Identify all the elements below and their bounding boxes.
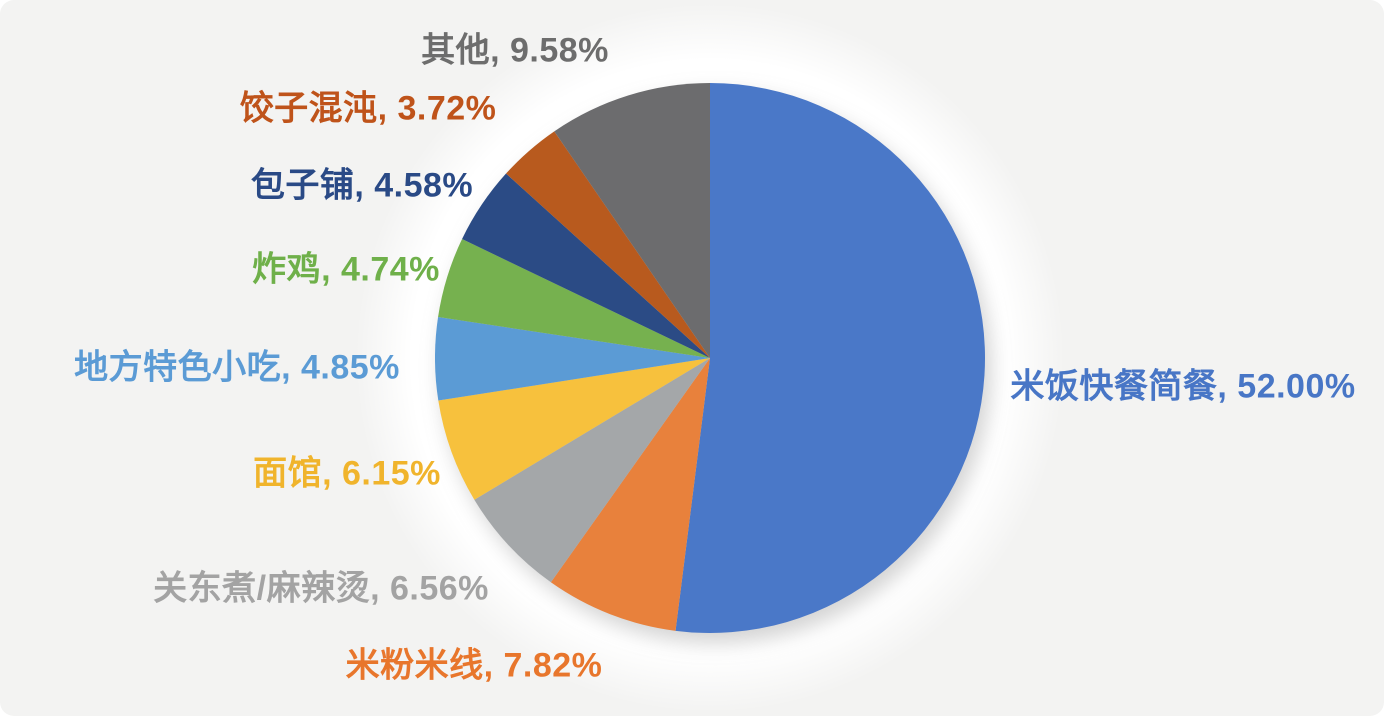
slice-label-rice-noodles: 米粉米线, 7.82% (345, 646, 603, 685)
pie-slice-1 (550, 358, 710, 631)
slice-label-local-snacks: 地方特色小吃, 4.85% (74, 348, 400, 387)
pie-slice-7 (506, 131, 710, 358)
slice-label-other: 其他, 9.58% (421, 31, 609, 70)
slice-label-dumpling-wonton: 饺子混沌, 3.72% (239, 89, 497, 128)
slice-label-fried-chicken: 炸鸡, 4.74% (252, 250, 440, 289)
slice-label-oden-malatang: 关东煮/麻辣烫, 6.56% (153, 569, 489, 608)
pie-slice-8 (554, 83, 710, 358)
pie-slice-3 (438, 358, 710, 500)
pie-slice-0 (675, 83, 986, 633)
slice-label-baozi-shop: 包子铺, 4.58% (250, 166, 474, 205)
slice-label-rice-fastfood: 米饭快餐简餐, 52.00% (1010, 367, 1356, 406)
pie-slice-2 (474, 358, 710, 583)
pie-slice-6 (462, 173, 710, 358)
pie-slice-5 (438, 239, 710, 358)
slice-label-noodle-shop: 面馆, 6.15% (253, 454, 441, 493)
pie-slice-4 (435, 317, 710, 401)
